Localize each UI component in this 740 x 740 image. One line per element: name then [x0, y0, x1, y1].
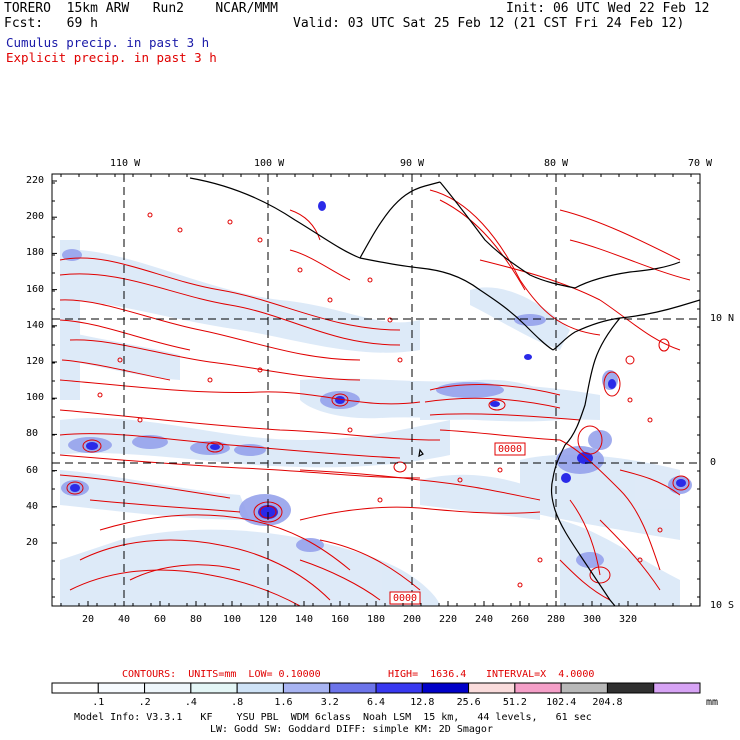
- lat-label-10s: 10 S: [710, 600, 735, 611]
- bottom-tick-label: 100: [223, 614, 242, 625]
- colorbar-label: 102.4: [546, 697, 577, 708]
- bottom-tick-label: 240: [475, 614, 494, 625]
- left-tick-label: 40: [26, 500, 39, 512]
- latlon-grid: [52, 174, 700, 606]
- contour-label-2: 0000: [393, 593, 418, 604]
- bottom-tick-label: 260: [511, 614, 530, 625]
- colorbar-bin: [144, 682, 192, 694]
- model-info-line1: Model Info: V3.3.1 KF YSU PBL WDM 6class…: [74, 712, 592, 723]
- precip-shading: [52, 174, 700, 606]
- bottom-tick-label: 300: [583, 614, 602, 625]
- field-explicit-label: Explicit precip. in past 3 h: [6, 50, 217, 65]
- colorbar-bin: [282, 682, 331, 694]
- colorbar-bin: [190, 682, 238, 694]
- colorbar: [51, 682, 701, 694]
- bottom-tick-label: 140: [295, 614, 314, 625]
- contours-high: HIGH= 1636.4: [388, 669, 467, 680]
- left-tick-label: 220: [26, 175, 45, 186]
- colorbar-label: 12.8: [410, 697, 435, 708]
- left-tick-label: 80: [26, 428, 39, 440]
- left-tick-label: 160: [26, 283, 45, 295]
- coastline: [189, 177, 700, 606]
- lon-label-110w: 110 W: [110, 158, 141, 169]
- contours-label: CONTOURS: UNITS=mm LOW= 0.10000: [122, 669, 321, 680]
- colorbar-bin: [51, 682, 99, 694]
- lon-label-90w: 90 W: [400, 158, 425, 169]
- colorbar-bin: [236, 682, 284, 694]
- bottom-tick-label: 320: [619, 614, 638, 625]
- colorbar-label: 25.6: [456, 697, 481, 708]
- colorbar-bin: [606, 682, 655, 694]
- colorbar-bin: [97, 682, 146, 694]
- forecast-hour: Fcst: 69 h: [4, 16, 98, 31]
- colorbar-unit: mm: [706, 697, 719, 708]
- contour-label-1: 0000: [498, 444, 523, 455]
- colorbar-bin: [375, 682, 423, 694]
- colorbar-label: .4: [184, 697, 197, 708]
- bottom-tick-label: 40: [118, 614, 131, 625]
- left-tick-label: 100: [26, 392, 45, 404]
- colorbar-label: 6.4: [367, 697, 386, 708]
- model-title: TORERO 15km ARW Run2 NCAR/MMM: [4, 1, 278, 16]
- left-tick-label: 180: [26, 247, 45, 259]
- bottom-tick-label: 20: [82, 614, 95, 625]
- left-tick-label: 140: [26, 319, 45, 331]
- lon-label-70w: 70 W: [688, 158, 713, 169]
- left-tick-label: 60: [26, 464, 39, 476]
- bottom-tick-label: 280: [547, 614, 566, 625]
- bottom-tick-label: 160: [331, 614, 350, 625]
- colorbar-bin: [468, 682, 516, 694]
- field-cumulus-label: Cumulus precip. in past 3 h: [6, 35, 210, 50]
- bottom-tick-label: 120: [259, 614, 278, 625]
- bottom-tick-label: 200: [403, 614, 422, 625]
- init-time: Init: 06 UTC Wed 22 Feb 12: [506, 1, 710, 16]
- colorbar-label: .2: [138, 697, 151, 708]
- axis-ticks: [52, 174, 700, 606]
- left-tick-label: 120: [26, 356, 45, 367]
- lon-label-80w: 80 W: [544, 158, 569, 169]
- colorbar-label: .1: [92, 697, 105, 708]
- left-tick-label: 20: [26, 537, 39, 548]
- colorbar-bin: [421, 682, 470, 694]
- valid-time: Valid: 03 UTC Sat 25 Feb 12 (21 CST Fri …: [293, 16, 685, 31]
- colorbar-label: .8: [231, 697, 244, 708]
- lon-label-100w: 100 W: [254, 158, 285, 169]
- contours-interval: INTERVAL=X 4.0000: [486, 669, 595, 680]
- colorbar-label: 204.8: [592, 697, 623, 708]
- model-info-line2: LW: Godd SW: Goddard DIFF: simple KM: 2D…: [210, 724, 493, 735]
- colorbar-label: 51.2: [502, 697, 527, 708]
- lat-label-10n: 10 N: [710, 313, 735, 324]
- colorbar-bin: [653, 682, 701, 694]
- colorbar-label: 1.6: [274, 697, 293, 708]
- colorbar-bin: [329, 682, 377, 694]
- bottom-tick-label: 80: [190, 614, 203, 625]
- bottom-tick-label: 220: [439, 614, 458, 625]
- colorbar-bin: [560, 682, 608, 694]
- bottom-tick-label: 60: [154, 614, 167, 625]
- colorbar-label: 3.2: [320, 697, 339, 708]
- lat-label-0: 0: [710, 457, 717, 468]
- left-tick-label: 200: [26, 211, 45, 223]
- bottom-tick-label: 180: [367, 614, 386, 625]
- colorbar-bin: [514, 682, 562, 694]
